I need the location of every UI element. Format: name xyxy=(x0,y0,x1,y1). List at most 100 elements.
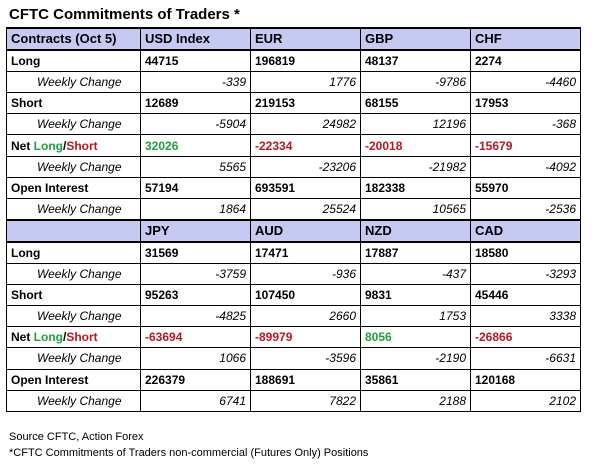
short-value: 12689 xyxy=(140,92,251,115)
net-value: -26866 xyxy=(470,326,581,349)
net_wc-row: Weekly Change 5565 -23206 -21982 -4092 xyxy=(6,155,581,178)
oi_wc-value: 6741 xyxy=(140,389,251,412)
net-value: -63694 xyxy=(140,326,251,349)
oi_wc-value: 10565 xyxy=(360,197,471,221)
short-value: 17953 xyxy=(470,92,581,115)
weekly-change-label: Weekly Change xyxy=(6,113,141,136)
header-cell: EUR xyxy=(250,26,361,52)
header-row: Contracts (Oct 5) USD Index EUR GBP CHF xyxy=(6,26,581,52)
footnote: *CFTC Commitments of Traders non-commerc… xyxy=(9,447,369,459)
net-prefix: Net xyxy=(11,330,34,345)
net-label: Net Long/Short xyxy=(6,326,141,349)
net_wc-value: -23206 xyxy=(250,155,361,178)
net-prefix: Net xyxy=(11,138,34,153)
oi-value: 35861 xyxy=(360,368,471,391)
weekly-change-label: Weekly Change xyxy=(6,71,141,94)
oi_wc-value: 1864 xyxy=(140,197,251,221)
net-separator: / xyxy=(63,138,67,153)
long-value: 31569 xyxy=(140,241,251,265)
short-value: 95263 xyxy=(140,284,251,307)
short-value: 45446 xyxy=(470,284,581,307)
long_wc-value: 1776 xyxy=(250,71,361,94)
oi-row: Open Interest 57194 693591 182338 55970 xyxy=(6,176,581,199)
net-short-word: Short xyxy=(66,138,98,153)
oi-value: 120168 xyxy=(470,368,581,391)
net-value: 8056 xyxy=(360,326,471,349)
oi-value: 693591 xyxy=(250,176,361,199)
weekly-change-label: Weekly Change xyxy=(6,347,141,370)
net-long-word: Long xyxy=(33,138,63,153)
long_wc-value: -3759 xyxy=(140,263,251,286)
net_wc-row: Weekly Change 1066 -3596 -2190 -6631 xyxy=(6,347,581,370)
net_wc-value: -3596 xyxy=(250,347,361,370)
oi_wc-row: Weekly Change 1864 25524 10565 -2536 xyxy=(6,197,581,221)
header-cell: Contracts (Oct 5) xyxy=(6,26,141,52)
header-cell: JPY xyxy=(140,218,251,243)
short-label: Short xyxy=(6,284,141,307)
short_wc-row: Weekly Change -4825 2660 1753 3338 xyxy=(6,305,581,328)
net-short-word: Short xyxy=(66,330,98,345)
short-label: Short xyxy=(6,92,141,115)
header-cell: NZD xyxy=(360,218,471,243)
net-label: Net Long/Short xyxy=(6,134,141,157)
oi-value: 182338 xyxy=(360,176,471,199)
weekly-change-label: Weekly Change xyxy=(6,305,141,328)
short_wc-value: 1753 xyxy=(360,305,471,328)
short_wc-value: 3338 xyxy=(470,305,581,328)
long_wc-value: -4460 xyxy=(470,71,581,94)
net_wc-value: 5565 xyxy=(140,155,251,178)
net_wc-value: 1066 xyxy=(140,347,251,370)
oi_wc-value: 2188 xyxy=(360,389,471,412)
short_wc-value: 2660 xyxy=(250,305,361,328)
net-value: -20018 xyxy=(360,134,471,157)
long-label: Long xyxy=(6,241,141,265)
oi-value: 55970 xyxy=(470,176,581,199)
weekly-change-label: Weekly Change xyxy=(6,155,141,178)
long-value: 48137 xyxy=(360,49,471,73)
net-long-word: Long xyxy=(33,330,63,345)
cot-table: Contracts (Oct 5) USD Index EUR GBP CHF Long 4… xyxy=(6,26,581,412)
oi_wc-value: 2102 xyxy=(470,389,581,412)
header-cell: CAD xyxy=(470,218,581,243)
long-value: 2274 xyxy=(470,49,581,73)
oi_wc-value: 7822 xyxy=(250,389,361,412)
net_wc-value: -4092 xyxy=(470,155,581,178)
net_wc-value: -2190 xyxy=(360,347,471,370)
header-cell: USD Index xyxy=(140,26,251,52)
long_wc-row: Weekly Change -339 1776 -9786 -4460 xyxy=(6,71,581,94)
long_wc-value: -9786 xyxy=(360,71,471,94)
short_wc-value: -368 xyxy=(470,113,581,136)
oi-row: Open Interest 226379 188691 35861 120168 xyxy=(6,368,581,391)
header-row: JPY AUD NZD CAD xyxy=(6,218,581,243)
weekly-change-label: Weekly Change xyxy=(6,197,141,221)
header-cell: CHF xyxy=(470,26,581,52)
weekly-change-label: Weekly Change xyxy=(6,263,141,286)
header-cell: GBP xyxy=(360,26,471,52)
long_wc-value: -339 xyxy=(140,71,251,94)
net_wc-value: -6631 xyxy=(470,347,581,370)
long-value: 196819 xyxy=(250,49,361,73)
net_wc-value: -21982 xyxy=(360,155,471,178)
long-value: 17471 xyxy=(250,241,361,265)
long-value: 18580 xyxy=(470,241,581,265)
short-value: 68155 xyxy=(360,92,471,115)
short_wc-value: -4825 xyxy=(140,305,251,328)
long_wc-value: -936 xyxy=(250,263,361,286)
net-value: -89979 xyxy=(250,326,361,349)
oi_wc-row: Weekly Change 6741 7822 2188 2102 xyxy=(6,389,581,412)
short_wc-value: -5904 xyxy=(140,113,251,136)
short_wc-row: Weekly Change -5904 24982 12196 -368 xyxy=(6,113,581,136)
oi_wc-value: 25524 xyxy=(250,197,361,221)
header-cell: AUD xyxy=(250,218,361,243)
header-cell xyxy=(6,218,141,243)
net-row: Net Long/Short -63694 -89979 8056 -26866 xyxy=(6,326,581,349)
oi-value: 57194 xyxy=(140,176,251,199)
oi-value: 226379 xyxy=(140,368,251,391)
net-value: -15679 xyxy=(470,134,581,157)
source-note: Source CFTC, Action Forex xyxy=(9,431,144,443)
net-value: 32026 xyxy=(140,134,251,157)
oi-value: 188691 xyxy=(250,368,361,391)
long_wc-row: Weekly Change -3759 -936 -437 -3293 xyxy=(6,263,581,286)
weekly-change-label: Weekly Change xyxy=(6,389,141,412)
short-value: 107450 xyxy=(250,284,361,307)
